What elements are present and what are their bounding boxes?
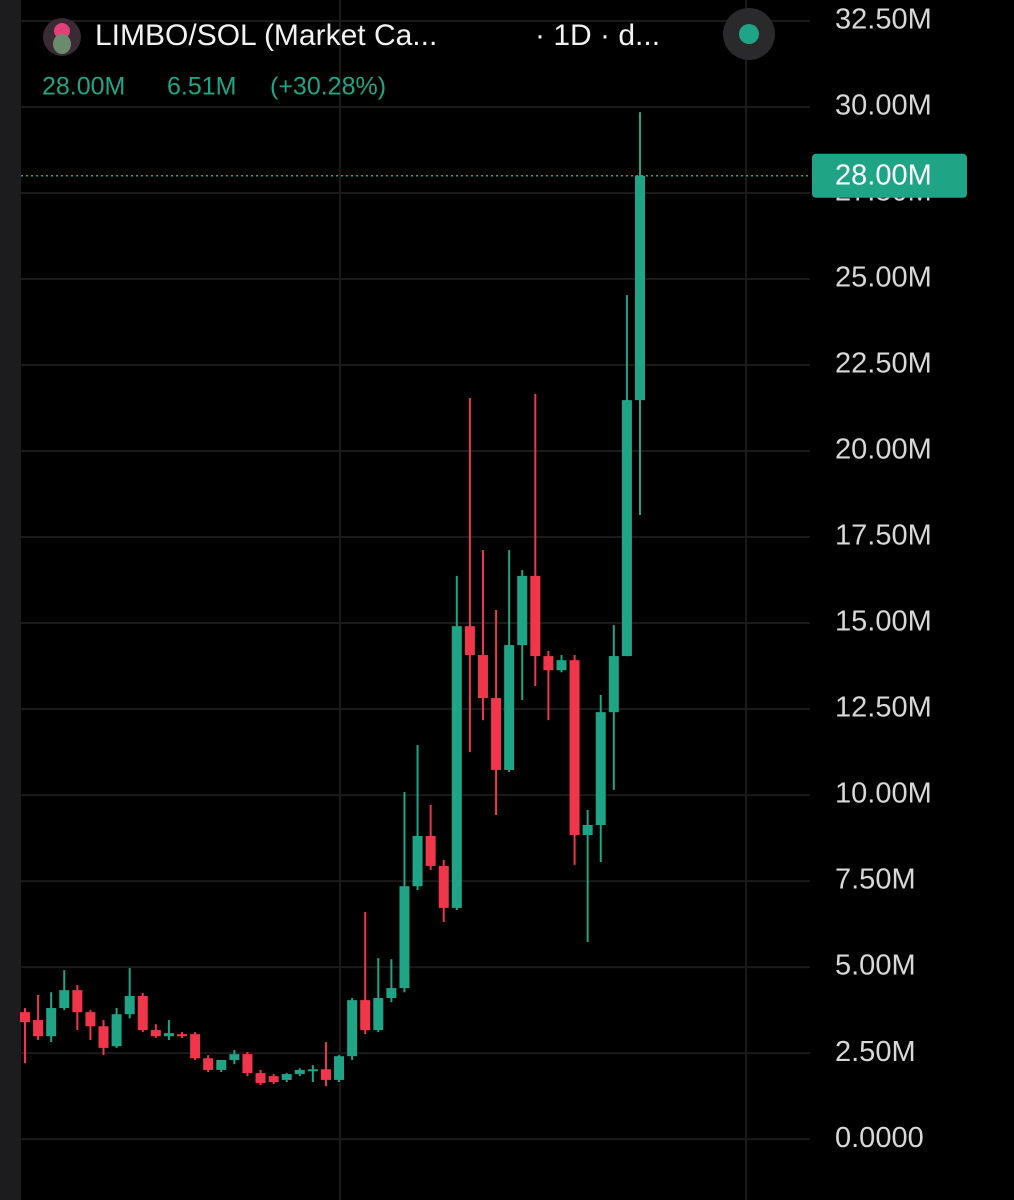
candle-body xyxy=(569,660,580,835)
y-tick-label: 15.00M xyxy=(835,606,932,638)
chart-title: LIMBO/SOL (Market Ca... xyxy=(95,19,437,52)
candle-body xyxy=(373,998,384,1031)
candle-body xyxy=(608,656,619,713)
left-edge xyxy=(0,0,21,1200)
candle-body xyxy=(464,626,475,656)
candle-body xyxy=(451,626,462,908)
y-tick-label: 2.50M xyxy=(835,1036,916,1068)
header-change: 6.51M xyxy=(167,73,236,101)
candle-body xyxy=(33,1020,44,1037)
candle-body xyxy=(85,1012,96,1027)
candle-body xyxy=(150,1030,161,1037)
candle-body xyxy=(517,575,528,646)
candle-body xyxy=(294,1069,305,1075)
candle-body xyxy=(20,1012,30,1023)
candle-body xyxy=(477,655,488,699)
candle-body xyxy=(242,1054,253,1074)
y-tick-label: 17.50M xyxy=(835,520,932,552)
candle-body xyxy=(438,865,449,908)
y-tick-label: 32.50M xyxy=(835,4,932,36)
y-tick-label: 12.50M xyxy=(835,692,932,724)
candles xyxy=(20,112,645,1087)
y-tick-label: 0.0000 xyxy=(835,1122,924,1154)
y-tick-label: 7.50M xyxy=(835,864,916,896)
candle-body xyxy=(543,656,554,671)
candle-body xyxy=(72,990,83,1013)
candle-body xyxy=(216,1059,227,1070)
candle-body xyxy=(59,990,70,1009)
candle-body xyxy=(582,825,593,835)
interval: · 1D · d... xyxy=(535,19,660,52)
candle-body xyxy=(635,175,645,401)
avatar-face xyxy=(53,34,71,54)
candle-body xyxy=(621,400,632,657)
y-tick-label: 10.00M xyxy=(835,778,932,810)
y-tick-label: 22.50M xyxy=(835,348,932,380)
candle-body xyxy=(163,1033,174,1037)
candle-body xyxy=(203,1058,214,1070)
candle-body xyxy=(347,1000,358,1057)
candle-body xyxy=(46,1008,57,1037)
candle-body xyxy=(595,712,606,825)
status-dot xyxy=(739,24,759,44)
candle-body xyxy=(255,1073,266,1084)
candle-body xyxy=(307,1069,318,1072)
header-change-pct: (+30.28%) xyxy=(270,73,386,101)
grid xyxy=(21,19,810,1141)
candle-body xyxy=(386,988,397,999)
candle-body xyxy=(412,836,423,887)
candle-body xyxy=(229,1054,240,1060)
candle-body xyxy=(268,1076,279,1082)
candle-body xyxy=(320,1069,331,1080)
candle-body xyxy=(334,1056,345,1080)
candle-body xyxy=(190,1034,201,1059)
candle-body xyxy=(281,1074,292,1080)
y-tick-label: 5.00M xyxy=(835,950,916,982)
candle-body xyxy=(425,836,436,866)
y-tick-label: 25.00M xyxy=(835,262,932,294)
last-price-box xyxy=(812,153,967,198)
y-tick-label: 20.00M xyxy=(835,434,932,466)
y-tick-label: 30.00M xyxy=(835,90,932,122)
candle-body xyxy=(491,698,502,770)
candle-body xyxy=(556,660,567,671)
avatar-hair xyxy=(54,23,70,39)
last-price-label: 28.00M xyxy=(835,159,932,191)
candle-body xyxy=(360,1000,371,1031)
candle-body xyxy=(137,995,148,1031)
candle-body xyxy=(111,1014,122,1047)
candle-body xyxy=(530,575,541,657)
header-close: 28.00M xyxy=(42,73,125,101)
candle-body xyxy=(177,1034,188,1037)
candle-body xyxy=(124,995,135,1015)
candle-body xyxy=(504,645,515,770)
candle-body xyxy=(399,886,410,989)
y-axis: 0.0000 2.50M 5.00M 7.50M 10.00M 12.50M 15.00M 1… xyxy=(21,4,967,1154)
candle-body xyxy=(98,1026,109,1048)
